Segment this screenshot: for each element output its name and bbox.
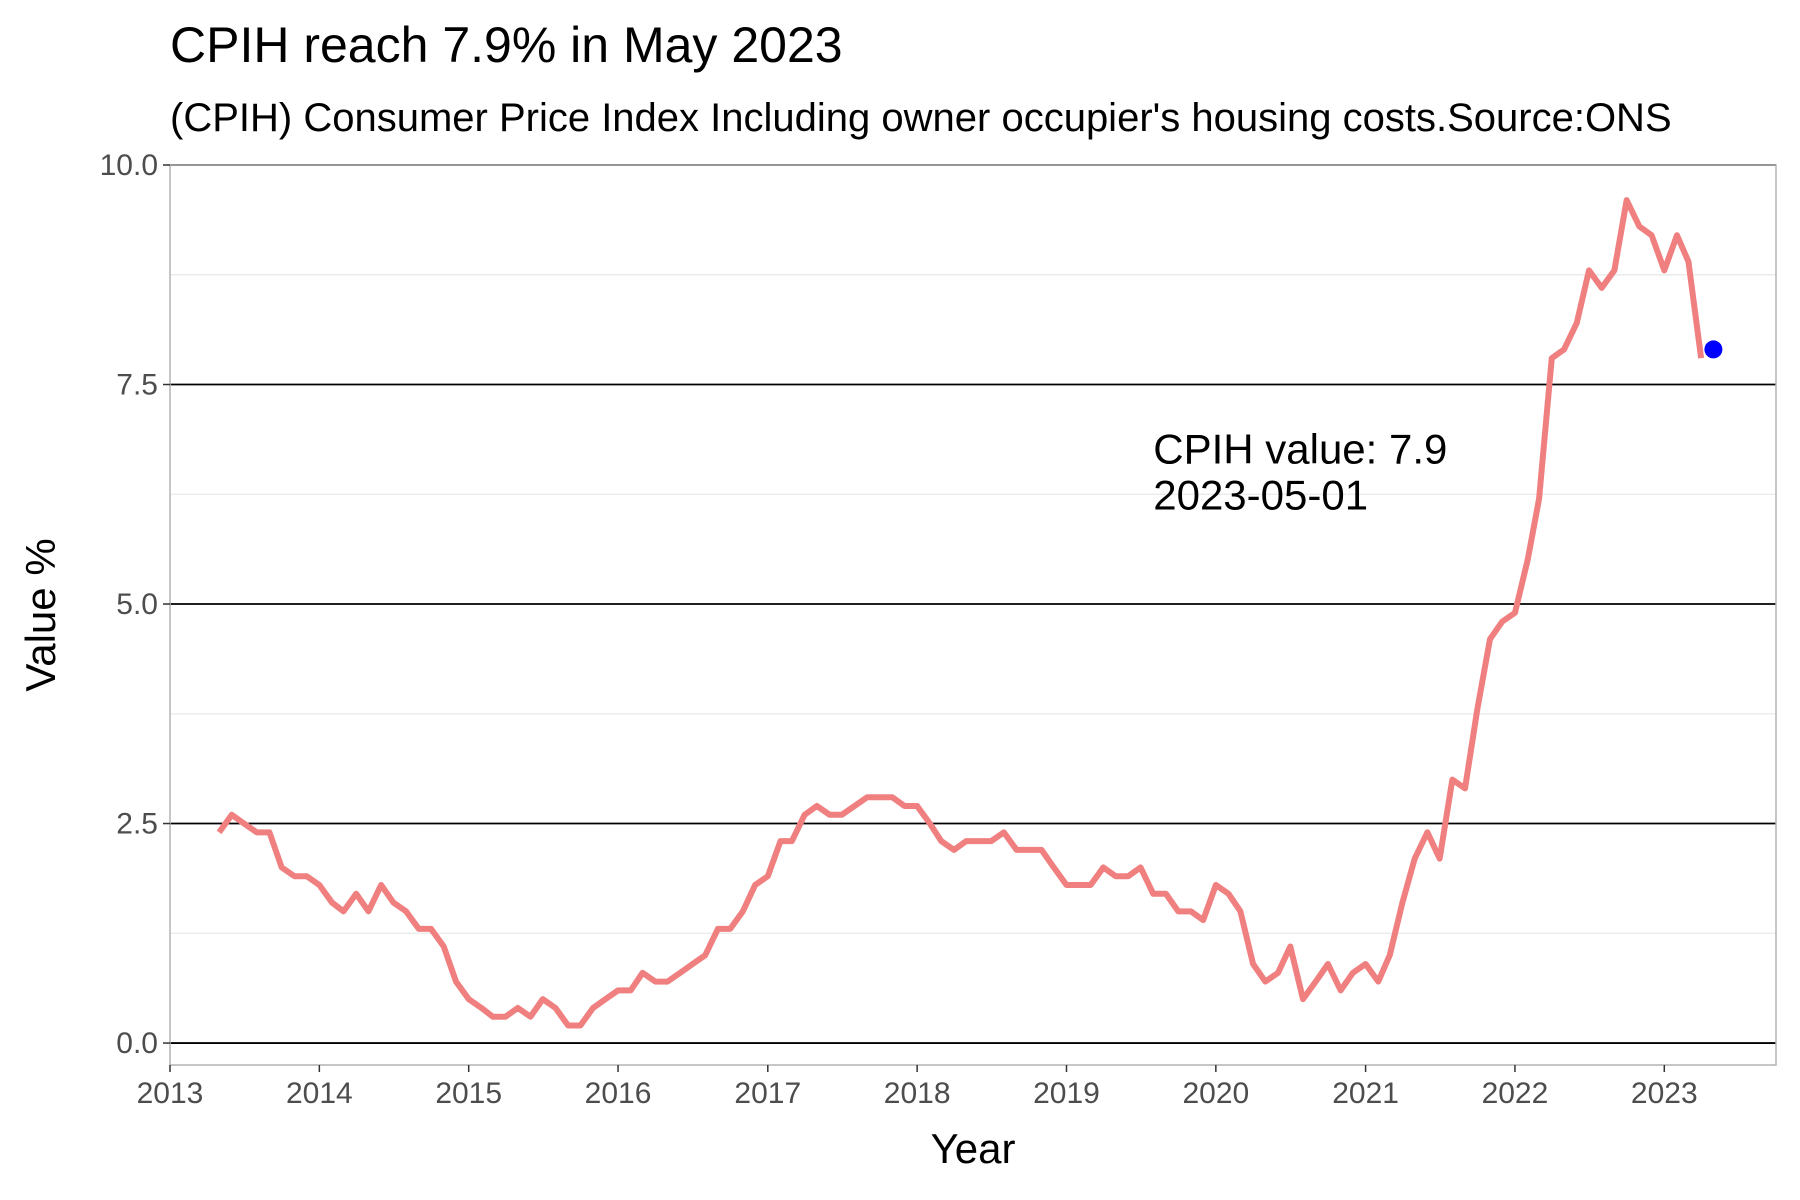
x-tick-label: 2020 [1182, 1077, 1249, 1110]
x-tick-label: 2017 [734, 1077, 801, 1110]
plot-panel-border [169, 164, 1777, 1066]
x-tick-label: 2015 [435, 1077, 502, 1110]
chart-title: CPIH reach 7.9% in May 2023 [170, 17, 843, 73]
y-tick-label: 0.0 [116, 1027, 158, 1060]
x-tick-label: 2023 [1631, 1077, 1698, 1110]
x-tick-label: 2013 [137, 1077, 204, 1110]
y-axis: 0.0 2.5 5.0 7.5 10.0 [100, 149, 170, 1060]
x-tick-label: 2018 [884, 1077, 951, 1110]
x-tick-label: 2022 [1482, 1077, 1549, 1110]
x-tick-label: 2016 [585, 1077, 652, 1110]
x-axis: 2013 2014 2015 2016 2017 2018 2019 2020 2021 2022… [137, 1065, 1698, 1110]
annotation-date: 2023-05-01 [1153, 472, 1368, 519]
grid-lines [170, 164, 1776, 1044]
x-axis-title: Year [931, 1125, 1016, 1172]
highlight-layer [1704, 340, 1723, 359]
y-tick-label: 5.0 [116, 588, 158, 621]
series-line [216, 197, 1705, 1029]
y-axis-title: Value % [17, 538, 64, 691]
chart-subtitle: (CPIH) Consumer Price Index Including ow… [170, 96, 1672, 140]
series-layer [216, 197, 1705, 1029]
y-tick-label: 2.5 [116, 808, 158, 841]
annotation-value: CPIH value: 7.9 [1153, 426, 1447, 473]
highlight-point [1704, 340, 1723, 359]
x-tick-label: 2019 [1033, 1077, 1100, 1110]
x-tick-label: 2021 [1332, 1077, 1399, 1110]
y-tick-label: 7.5 [116, 369, 158, 402]
x-tick-label: 2014 [286, 1077, 353, 1110]
y-tick-label: 10.0 [100, 149, 158, 182]
